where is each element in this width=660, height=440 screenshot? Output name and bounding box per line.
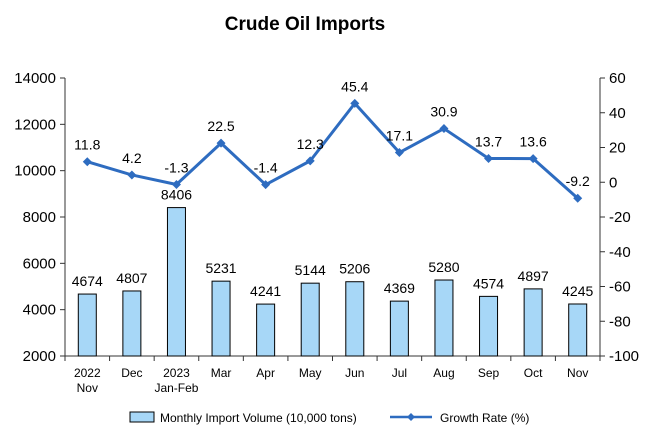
bar-value-label: 5144 xyxy=(295,262,326,278)
category-label: Aug xyxy=(433,366,454,380)
left-tick-label: 8000 xyxy=(23,209,56,226)
line-point xyxy=(394,148,404,158)
category-label: 2022 xyxy=(74,366,101,380)
bar xyxy=(523,288,543,357)
category-label: Sep xyxy=(478,366,500,380)
line-series xyxy=(82,98,583,203)
line-point xyxy=(484,153,494,163)
line-value-label: 11.8 xyxy=(74,137,100,153)
bar xyxy=(479,295,499,357)
bar xyxy=(300,282,320,357)
bar xyxy=(77,293,97,357)
bar xyxy=(345,281,365,357)
left-tick-label: 12000 xyxy=(14,116,56,133)
line-value-label: -9.2 xyxy=(566,173,590,189)
right-tick-label: 20 xyxy=(609,140,626,157)
legend: Monthly Import Volume (10,000 tons) Growt… xyxy=(129,411,529,425)
bar xyxy=(389,300,409,357)
bar xyxy=(122,290,142,357)
line-value-label: 12.3 xyxy=(297,136,324,152)
line-value-label: 4.2 xyxy=(122,150,142,166)
bar-value-label: 4674 xyxy=(72,273,103,289)
legend-bar-label: Monthly Import Volume (10,000 tons) xyxy=(160,411,357,425)
right-tick-label: -60 xyxy=(609,279,631,296)
category-label: Oct xyxy=(524,366,543,380)
bar xyxy=(434,279,454,357)
right-tick-label: -40 xyxy=(609,244,631,261)
category-label: Apr xyxy=(256,366,275,380)
bar-value-label: 4574 xyxy=(473,275,504,291)
legend-bar-swatch xyxy=(129,411,155,423)
bar xyxy=(166,207,186,357)
legend-line-marker xyxy=(407,413,415,421)
category-label: 2023 xyxy=(163,366,190,380)
bar-value-label: 8406 xyxy=(161,187,192,203)
line-value-label: 30.9 xyxy=(430,104,457,120)
category-label: Mar xyxy=(211,366,232,380)
left-tick-label: 2000 xyxy=(23,348,56,365)
line-point xyxy=(573,193,583,203)
right-tick-label: -100 xyxy=(609,348,639,365)
category-label: Jan-Feb xyxy=(154,381,198,395)
category-label: Jun xyxy=(345,366,364,380)
right-tick-label: -80 xyxy=(609,313,631,330)
line-point xyxy=(350,98,360,108)
bar-value-label: 4807 xyxy=(116,270,147,286)
line-point xyxy=(439,124,449,134)
bar-series xyxy=(77,207,588,357)
line-point xyxy=(261,180,271,190)
bar xyxy=(211,280,231,357)
bar xyxy=(568,303,588,357)
bar-value-label: 4241 xyxy=(250,283,281,299)
line-value-label: 13.7 xyxy=(475,133,502,149)
line-value-label: 17.1 xyxy=(386,128,413,144)
data-labels: 4674 4807 8406 5231 4241 5144 5206 4369 5280 4574… xyxy=(72,78,594,299)
bar-value-label: 4245 xyxy=(562,283,593,299)
left-tick-label: 14000 xyxy=(14,70,56,87)
line-value-label: -1.4 xyxy=(254,160,278,176)
line-point xyxy=(82,157,92,167)
line-point xyxy=(216,138,226,148)
bar-value-label: 4897 xyxy=(518,268,549,284)
line-value-label: -1.3 xyxy=(164,160,188,176)
category-label: Nov xyxy=(77,381,98,395)
axes: 2000 4000 6000 8000 10000 12000 14000 -100 -80 -6… xyxy=(14,70,639,365)
chart-title: Crude Oil Imports xyxy=(225,14,385,35)
line-value-label: 22.5 xyxy=(207,118,234,134)
bar xyxy=(256,303,276,357)
line-value-label: 13.6 xyxy=(520,134,547,150)
line-point xyxy=(171,180,181,190)
category-label: May xyxy=(299,366,322,380)
right-tick-label: 60 xyxy=(609,70,626,87)
category-label: Nov xyxy=(567,366,588,380)
growth-line xyxy=(86,101,579,200)
bar-value-label: 5280 xyxy=(428,259,459,275)
right-tick-label: 40 xyxy=(609,105,626,122)
line-point xyxy=(528,154,538,164)
line-value-label: 45.4 xyxy=(341,78,368,94)
category-label: Jul xyxy=(392,366,407,380)
line-point xyxy=(305,156,315,166)
right-tick-label: -20 xyxy=(609,209,631,226)
left-tick-label: 4000 xyxy=(23,302,56,319)
left-tick-label: 6000 xyxy=(23,255,56,272)
bar-value-label: 4369 xyxy=(384,280,415,296)
bar-value-label: 5206 xyxy=(339,261,370,277)
right-tick-label: 0 xyxy=(609,174,617,191)
left-tick-label: 10000 xyxy=(14,163,56,180)
line-point xyxy=(127,170,137,180)
legend-line-label: Growth Rate (%) xyxy=(440,411,529,425)
bar-value-label: 5231 xyxy=(205,260,236,276)
category-label: Dec xyxy=(121,366,142,380)
